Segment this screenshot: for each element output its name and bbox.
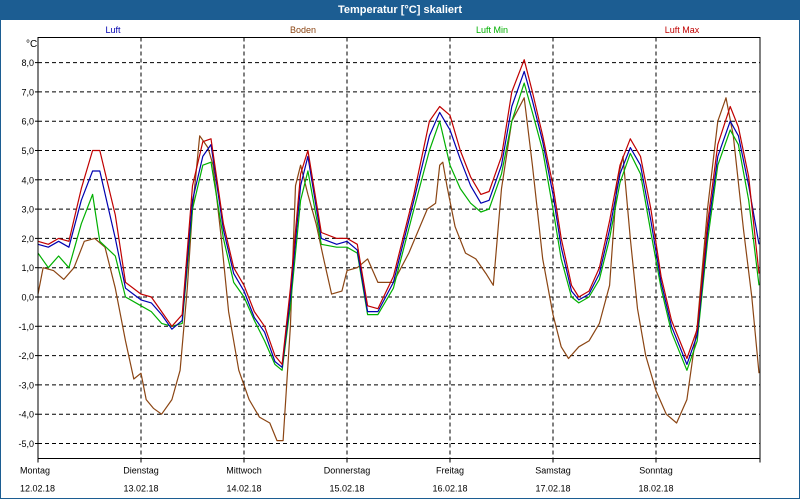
x-day-label: Freitag [436,466,464,476]
grid-layer [38,37,760,459]
y-tick-label: 4,0 [21,175,34,185]
x-day-label: Samstag [535,466,571,476]
y-tick-label: 7,0 [21,87,34,97]
x-day-label: Sonntag [639,466,673,476]
y-tick-label: -5,0 [18,439,34,449]
x-date-label: 14.02.18 [226,484,261,494]
x-date-label: 13.02.18 [123,484,158,494]
y-tick-label: -2,0 [18,351,34,361]
y-tick-label: 8,0 [21,58,34,68]
y-tick-label: -4,0 [18,410,34,420]
x-day-label: Montag [20,466,50,476]
y-tick-label: -3,0 [18,380,34,390]
y-tick-label: 6,0 [21,117,34,127]
series-line-boden [37,97,760,442]
series-line-luft [37,70,760,368]
y-tick-label: -1,0 [18,322,34,332]
x-day-label: Donnerstag [324,466,371,476]
y-axis: 8,0 7,0 6,0 5,0 4,0 3,0 2,0 1,0 0,0 -1,0 -2,0 -3,0 -… [18,39,38,449]
x-date-label: 16.02.18 [432,484,467,494]
y-tick-label: 2,0 [21,234,34,244]
x-date-label: 18.02.18 [638,484,673,494]
x-date-label: 17.02.18 [535,484,570,494]
x-date-label: 15.02.18 [329,484,364,494]
x-day-label: Mittwoch [226,466,262,476]
series-line-luft-max [37,59,760,365]
x-axis: Montag 12.02.18 Dienstag 13.02.18 Mittwoch 14… [20,458,761,494]
y-axis-unit: °C [26,39,37,50]
y-tick-label: 0,0 [21,293,34,303]
y-tick-label: 3,0 [21,205,34,215]
series-line-luft-min [37,82,760,371]
y-tick-label: 5,0 [21,146,34,156]
legend-entry: Luft Max [665,25,700,35]
legend: Luft Boden Luft Min Luft Max [105,25,699,35]
y-tick-label: 1,0 [21,263,34,273]
legend-entry: Boden [290,25,316,35]
x-day-label: Dienstag [123,466,159,476]
legend-entry: Luft [105,25,121,35]
series-layer [37,59,760,442]
x-date-label: 12.02.18 [20,484,55,494]
plot-area-border [37,37,761,459]
legend-entry: Luft Min [476,25,508,35]
chart-title: Temperatur [°C] skaliert [0,0,800,20]
